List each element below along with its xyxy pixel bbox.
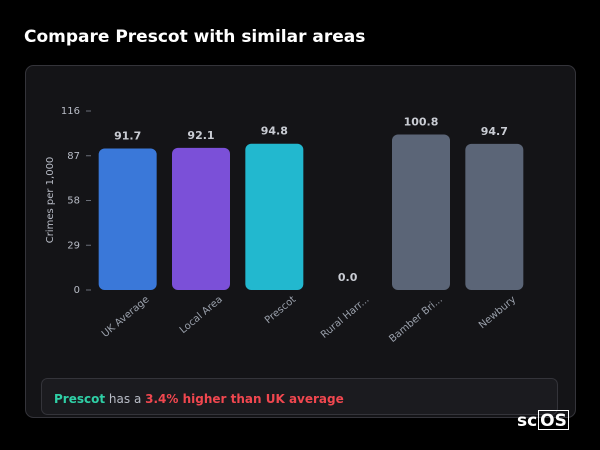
bar xyxy=(245,143,304,290)
bar xyxy=(465,143,524,290)
summary-box xyxy=(41,378,558,415)
summary-area: Prescot xyxy=(54,392,105,406)
value-label: 91.7 xyxy=(114,129,141,142)
summary: Prescot has a 3.4% higher than UK averag… xyxy=(54,392,344,406)
logo-left: sc xyxy=(517,411,537,431)
bar xyxy=(172,147,230,290)
summary-comparison: 3.4% higher than UK average xyxy=(145,392,344,406)
page-title: Compare Prescot with similar areas xyxy=(24,27,365,47)
bar xyxy=(392,134,450,290)
y-tick-label: 87 xyxy=(67,151,80,162)
value-label: 100.8 xyxy=(404,115,439,128)
value-label: 92.1 xyxy=(187,129,214,142)
logo-box xyxy=(538,410,569,430)
bar xyxy=(98,148,157,290)
value-label: 94.7 xyxy=(481,125,508,138)
value-label: 94.8 xyxy=(261,125,288,138)
y-tick-label: 58 xyxy=(67,196,80,207)
y-tick-label: 29 xyxy=(67,240,80,251)
logo-right: OS xyxy=(540,411,567,431)
y-axis-label: Crimes per 1,000 xyxy=(45,157,56,244)
y-tick-label: 116 xyxy=(61,106,80,117)
value-label: 0.0 xyxy=(338,271,358,284)
summary-middle: has a xyxy=(109,392,141,406)
y-tick-label: 0 xyxy=(74,285,80,296)
